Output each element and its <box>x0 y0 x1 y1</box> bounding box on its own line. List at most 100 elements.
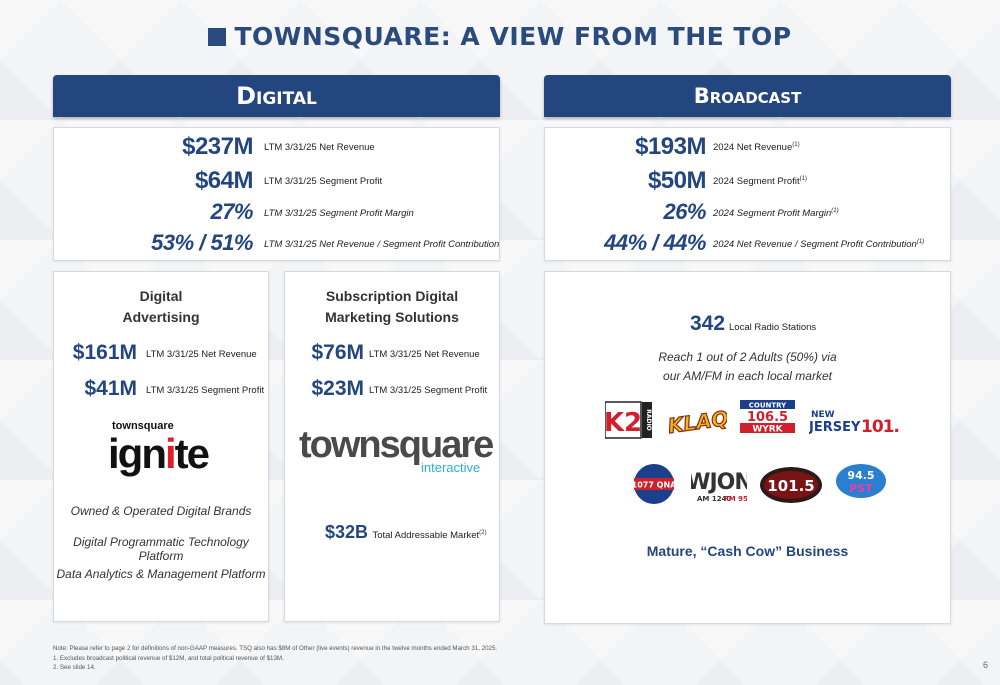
ignite-logo-part: te <box>174 430 210 477</box>
subscription-profit: $23M LTM 3/31/25 Segment Profit <box>285 377 499 407</box>
metric-label-text: 2024 Segment Profit Margin <box>713 208 832 219</box>
pst-num-text: 94.5 <box>847 469 874 482</box>
broadcast-detail-panel: 342 Local Radio Stations Reach 1 out of … <box>544 271 951 624</box>
footnote-line: Note: Please refer to page 2 for definit… <box>53 645 498 652</box>
advertising-profit: $41M LTM 3/31/25 Segment Profit <box>54 377 268 407</box>
townsquare-interactive-logo: townsquare interactive <box>299 424 499 475</box>
pst-945-logo: 94.5 PST <box>835 462 887 500</box>
klaq-logo: KLAQ <box>666 404 731 438</box>
advertising-revenue: $161M LTM 3/31/25 Net Revenue <box>54 341 268 371</box>
country-call-text: WYRK <box>752 425 783 435</box>
metric-value: $237M <box>182 133 253 160</box>
metric-value: 44% / 44% <box>604 230 706 255</box>
country-num-text: 106.5 <box>747 410 788 425</box>
subscription-title-line2: Marketing Solutions <box>325 309 459 325</box>
nj-main-text: JERSEY <box>809 420 861 435</box>
metric-value: $161M <box>72 341 137 364</box>
wjon-logo: WJON AM 1240 FM 95.3 <box>686 465 755 505</box>
digital-banner-label: Digital <box>236 82 317 110</box>
metric-footnote: (1) <box>799 176 807 182</box>
metric-value: 27% <box>210 199 253 224</box>
page-title: TOWNSQUARE: A VIEW FROM THE TOP <box>0 22 1000 51</box>
subscription-marketing-panel: Subscription Digital Marketing Solutions… <box>284 271 500 622</box>
townsquare-ignite-logo: townsquare ignite <box>104 420 224 480</box>
digital-metric-row: $237M LTM 3/31/25 Net Revenue <box>54 133 499 163</box>
metric-label: 2024 Net Revenue / Segment Profit Contri… <box>713 239 924 250</box>
wjon-fm-text: FM 95.3 <box>724 495 747 503</box>
tam-footnote: (2) <box>479 530 487 536</box>
subscription-revenue: $76M LTM 3/31/25 Net Revenue <box>285 341 499 371</box>
b1015-logo: 101.5 <box>758 464 824 506</box>
k2-text: K2 <box>605 408 642 438</box>
metric-value: 26% <box>663 199 706 224</box>
advertising-bullet: Data Analytics & Management Platform <box>56 567 266 581</box>
advertising-bullet: Digital Programmatic Technology Platform <box>73 535 249 563</box>
footnotes: Note: Please refer to page 2 for definit… <box>53 644 497 673</box>
title-square-icon <box>208 28 227 46</box>
metric-value: $41M <box>84 377 137 400</box>
metric-label: LTM 3/31/25 Segment Profit <box>369 385 488 396</box>
ignite-logo-part: i <box>164 430 177 477</box>
country-top-text: COUNTRY <box>749 402 787 410</box>
pst-call-text: PST <box>849 482 873 495</box>
digital-metric-row: 53% / 51% LTM 3/31/25 Net Revenue / Segm… <box>54 230 499 260</box>
metric-label: LTM 3/31/25 Net Revenue <box>264 142 375 153</box>
k2-radio-logo: K2 RADIO <box>604 400 653 440</box>
metric-label: LTM 3/31/25 Segment Profit <box>264 176 383 187</box>
metric-footnote: (1) <box>831 208 839 214</box>
page-number: 6 <box>982 660 988 670</box>
digital-metric-row: $64M LTM 3/31/25 Segment Profit <box>54 167 499 197</box>
metric-value: $23M <box>311 377 364 400</box>
metric-label: LTM 3/31/25 Net Revenue <box>146 349 257 360</box>
footnote-line: 2. See slide 14. <box>53 664 96 672</box>
metric-value: $64M <box>194 167 254 194</box>
advertising-title-line1: Digital <box>139 288 183 304</box>
nj-num-text: 101.5 <box>861 417 899 437</box>
broadcast-metric-row: 44% / 44% 2024 Net Revenue / Segment Pro… <box>545 230 950 260</box>
metric-label: 2024 Net Revenue(1) <box>713 142 800 153</box>
broadcast-summary-panel: $193M 2024 Net Revenue(1) $50M 2024 Segm… <box>544 127 951 261</box>
b1015-text: 101.5 <box>767 477 814 495</box>
country-wyrk-logo: COUNTRY 106.5 WYRK <box>740 400 795 435</box>
subscription-title-line1: Subscription Digital <box>325 288 459 304</box>
advertising-title: Digital Advertising <box>54 286 268 328</box>
ignite-logo-main: ignite <box>108 430 210 478</box>
wjon-am-text: AM 1240 <box>697 495 731 503</box>
reach-line: our AM/FM in each local market <box>663 369 832 383</box>
tsi-logo-main: townsquare <box>299 424 494 466</box>
advertising-bullet: Owned & Operated Digital Brands <box>70 504 252 518</box>
cash-cow-text: Mature, “Cash Cow” Business <box>646 543 849 559</box>
metric-value: $193M <box>635 133 706 160</box>
metric-footnote: (1) <box>916 239 925 245</box>
tam-metric: $32B Total Addressable Market(2) <box>325 522 487 543</box>
metric-label: LTM 3/31/25 Net Revenue / Segment Profit… <box>264 239 500 250</box>
qna-logo: 1077 QNA <box>631 461 677 507</box>
metric-label: 2024 Segment Profit Margin(1) <box>713 208 839 219</box>
reach-line: Reach 1 out of 2 Adults (50%) via <box>658 350 837 364</box>
digital-advertising-panel: Digital Advertising $161M LTM 3/31/25 Ne… <box>53 271 269 622</box>
digital-banner: Digital <box>53 75 500 117</box>
metric-label-text: 2024 Net Revenue <box>713 142 793 153</box>
metric-value: $76M <box>311 341 364 364</box>
wjon-text: WJON <box>691 470 747 495</box>
metric-value: $50M <box>647 167 707 194</box>
nj-top-text: NEW <box>811 410 835 420</box>
tam-value: $32B <box>325 522 369 542</box>
ignite-logo-part: ign <box>108 430 167 477</box>
klaq-text: KLAQ <box>669 406 727 438</box>
ignite-logo-top: townsquare <box>112 420 174 432</box>
digital-metric-row: 27% LTM 3/31/25 Segment Profit Margin <box>54 199 499 229</box>
broadcast-metric-row: $193M 2024 Net Revenue(1) <box>545 133 950 163</box>
stations-label: Local Radio Stations <box>729 322 817 333</box>
broadcast-banner: Broadcast <box>544 75 951 117</box>
metric-label-text: 2024 Net Revenue / Segment Profit Contri… <box>713 239 917 250</box>
qna-text: 1077 QNA <box>632 481 677 490</box>
k2-side-text: RADIO <box>645 409 652 431</box>
page-title-text: TOWNSQUARE: A VIEW FROM THE TOP <box>234 22 792 51</box>
broadcast-banner-label: Broadcast <box>693 84 802 108</box>
metric-label: LTM 3/31/25 Segment Profit Margin <box>264 208 414 219</box>
broadcast-metric-row: $50M 2024 Segment Profit(1) <box>545 167 950 197</box>
metric-label: LTM 3/31/25 Net Revenue <box>369 349 480 360</box>
broadcast-metric-row: 26% 2024 Segment Profit Margin(1) <box>545 199 950 229</box>
new-jersey-1015-logo: NEW JERSEY 101.5 <box>808 406 911 438</box>
